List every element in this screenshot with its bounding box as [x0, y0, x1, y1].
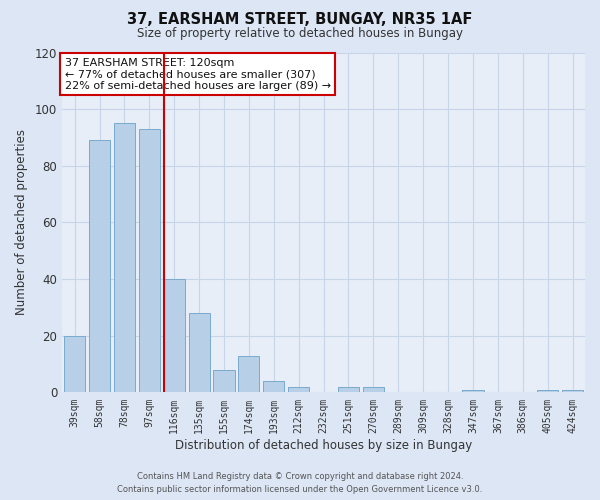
- Text: Contains HM Land Registry data © Crown copyright and database right 2024.
Contai: Contains HM Land Registry data © Crown c…: [118, 472, 482, 494]
- Bar: [562, 390, 583, 392]
- Bar: [188, 313, 209, 392]
- Bar: [338, 387, 359, 392]
- Bar: [288, 387, 309, 392]
- Bar: [263, 381, 284, 392]
- Bar: [463, 390, 484, 392]
- Bar: [89, 140, 110, 392]
- Bar: [139, 129, 160, 392]
- Y-axis label: Number of detached properties: Number of detached properties: [15, 130, 28, 316]
- X-axis label: Distribution of detached houses by size in Bungay: Distribution of detached houses by size …: [175, 440, 472, 452]
- Bar: [363, 387, 384, 392]
- Bar: [537, 390, 558, 392]
- Bar: [214, 370, 235, 392]
- Bar: [238, 356, 259, 393]
- Bar: [164, 279, 185, 392]
- Text: Size of property relative to detached houses in Bungay: Size of property relative to detached ho…: [137, 28, 463, 40]
- Text: 37 EARSHAM STREET: 120sqm
← 77% of detached houses are smaller (307)
22% of semi: 37 EARSHAM STREET: 120sqm ← 77% of detac…: [65, 58, 331, 91]
- Bar: [64, 336, 85, 392]
- Text: 37, EARSHAM STREET, BUNGAY, NR35 1AF: 37, EARSHAM STREET, BUNGAY, NR35 1AF: [127, 12, 473, 28]
- Bar: [114, 124, 135, 392]
